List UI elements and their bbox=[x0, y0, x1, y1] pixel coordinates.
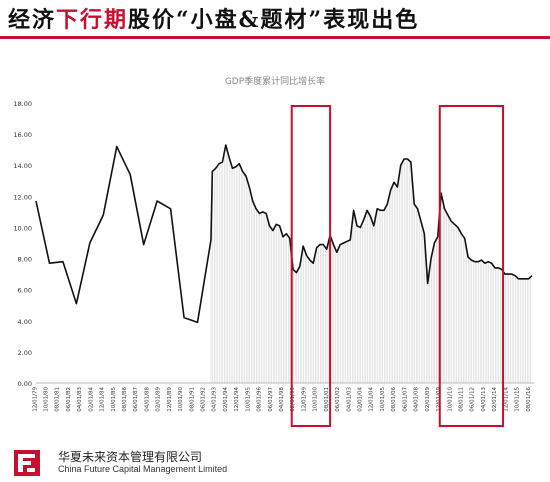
x-tick-label: 10/01/85 bbox=[111, 387, 117, 412]
x-tick-label: 06/01/12 bbox=[470, 387, 476, 412]
x-tick-label: 06/01/92 bbox=[201, 387, 207, 412]
y-tick-label: 18.00 bbox=[13, 100, 32, 108]
x-tick-label: 12/01/04 bbox=[369, 387, 375, 412]
x-tick-label: 08/01/01 bbox=[324, 387, 330, 412]
chart-title: GDP季度累计同比增长率 bbox=[225, 75, 325, 87]
company-name-en: China Future Capital Management Limited bbox=[58, 464, 228, 474]
y-tick-label: 10.00 bbox=[13, 224, 32, 232]
x-tick-label: 06/01/97 bbox=[268, 387, 274, 412]
x-tick-label: 10/01/10 bbox=[447, 387, 453, 412]
headline-part3: 股价“小盘&题材”表现出色 bbox=[128, 7, 420, 33]
gdp-chart: GDP季度累计同比增长率 0.00 2.00 4.00 6.00 8.00 10.00 12… bbox=[13, 75, 534, 427]
x-tick-label: 10/01/90 bbox=[178, 387, 184, 412]
x-tick-label: 10/01/80 bbox=[43, 387, 49, 412]
x-axis-ticks: 12/01/79 10/01/80 08/01/81 06/01/82 04/01/83… bbox=[32, 387, 531, 412]
x-tick-label: 12/01/79 bbox=[32, 387, 38, 412]
x-tick-label: 02/01/94 bbox=[223, 387, 229, 412]
x-tick-label: 08/01/16 bbox=[526, 387, 532, 412]
highlight-box bbox=[438, 105, 505, 427]
x-tick-label: 08/01/91 bbox=[189, 387, 195, 412]
x-tick-label: 04/01/88 bbox=[144, 387, 150, 412]
headline-part2: 下行期 bbox=[56, 7, 129, 33]
x-tick-label: 12/01/84 bbox=[100, 387, 106, 412]
x-tick-label: 12/01/14 bbox=[503, 387, 509, 412]
x-tick-label: 02/01/84 bbox=[88, 387, 94, 412]
x-tick-label: 10/01/05 bbox=[380, 387, 386, 412]
y-tick-label: 2.00 bbox=[18, 349, 32, 357]
x-tick-label: 10/01/15 bbox=[515, 387, 521, 412]
x-tick-label: 12/01/94 bbox=[234, 387, 240, 412]
footer: 华夏未来资本管理有限公司 China Future Capital Manage… bbox=[14, 446, 314, 478]
company-logo-icon bbox=[14, 450, 40, 476]
x-tick-label: 10/01/95 bbox=[245, 387, 251, 412]
x-tick-label: 04/01/13 bbox=[481, 387, 487, 412]
x-tick-label: 08/01/06 bbox=[391, 387, 397, 412]
x-tick-label: 08/01/86 bbox=[122, 387, 128, 412]
x-tick-label: 02/01/04 bbox=[358, 387, 364, 412]
x-tick-label: 06/01/07 bbox=[402, 387, 408, 412]
headline: 经济下行期股价“小盘&题材”表现出色 bbox=[8, 2, 419, 34]
hatch-layer bbox=[210, 146, 531, 383]
x-tick-label: 02/01/14 bbox=[492, 387, 498, 412]
y-tick-label: 14.00 bbox=[13, 162, 32, 170]
x-tick-label: 04/01/83 bbox=[77, 387, 83, 412]
y-tick-label: 6.00 bbox=[18, 287, 32, 295]
company-name-cn: 华夏未来资本管理有限公司 bbox=[58, 450, 203, 464]
x-tick-label: 04/01/98 bbox=[279, 387, 285, 412]
y-tick-label: 12.00 bbox=[13, 193, 32, 201]
x-tick-label: 06/01/87 bbox=[133, 387, 139, 412]
highlight-box bbox=[290, 105, 332, 427]
x-tick-label: 08/01/11 bbox=[458, 387, 464, 412]
x-tick-label: 08/01/96 bbox=[257, 387, 263, 412]
x-tick-label: 06/01/02 bbox=[335, 387, 341, 412]
series-line bbox=[35, 144, 533, 324]
x-tick-label: 12/01/89 bbox=[167, 387, 173, 412]
x-tick-label: 02/01/09 bbox=[425, 387, 431, 412]
x-tick-label: 04/01/93 bbox=[212, 387, 218, 412]
x-tick-label: 04/01/08 bbox=[414, 387, 420, 412]
x-tick-label: 02/01/89 bbox=[156, 387, 162, 412]
y-tick-label: 8.00 bbox=[18, 256, 32, 264]
x-tick-label: 10/01/00 bbox=[313, 387, 319, 412]
y-tick-label: 4.00 bbox=[18, 318, 32, 326]
x-tick-label: 04/01/03 bbox=[346, 387, 352, 412]
x-tick-label: 02/01/99 bbox=[290, 387, 296, 412]
y-tick-label: 0.00 bbox=[18, 380, 32, 388]
x-tick-label: 08/01/81 bbox=[55, 387, 61, 412]
highlight-boxes bbox=[290, 105, 505, 427]
headline-rule bbox=[0, 36, 550, 39]
y-tick-label: 16.00 bbox=[13, 131, 32, 139]
x-tick-label: 12/01/99 bbox=[301, 387, 307, 412]
y-axis-ticks: 0.00 2.00 4.00 6.00 8.00 10.00 12.00 14.00 16.00… bbox=[13, 100, 32, 388]
x-tick-label: 06/01/82 bbox=[66, 387, 72, 412]
headline-part1: 经济 bbox=[8, 7, 57, 33]
